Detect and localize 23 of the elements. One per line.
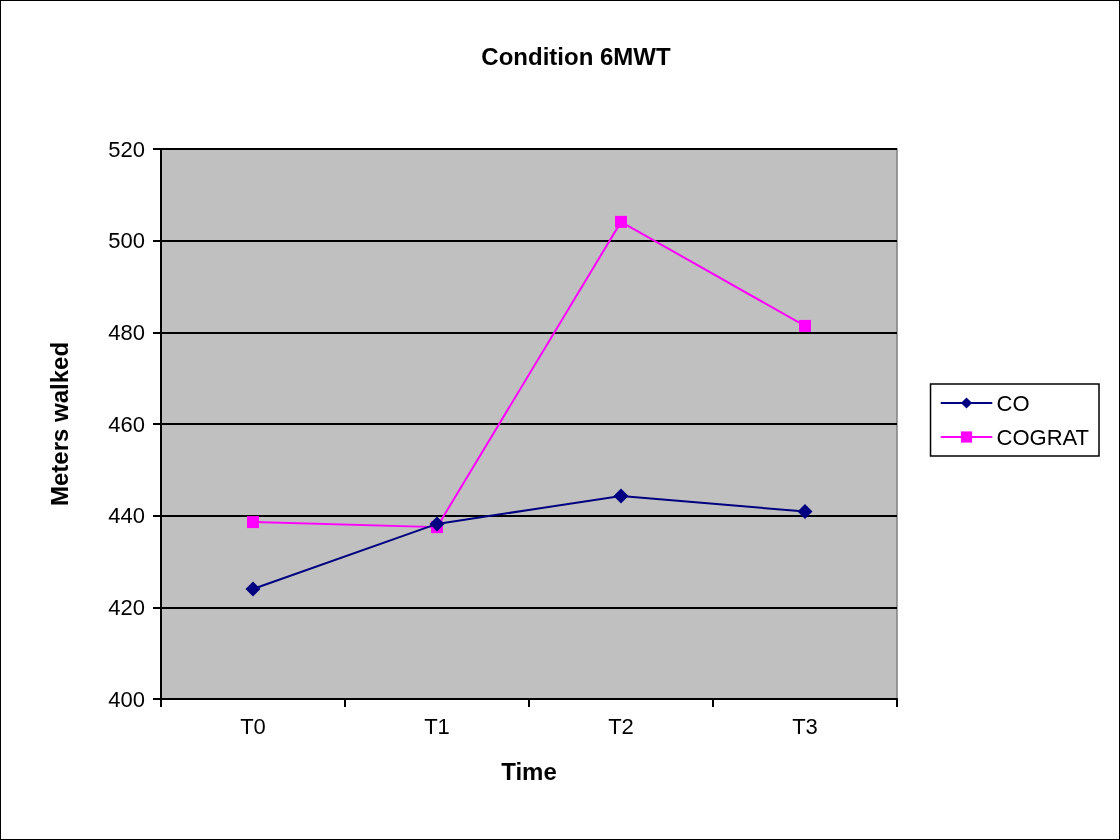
legend-label: COGRAT xyxy=(996,424,1089,450)
x-tick-label: T1 xyxy=(424,713,450,739)
y-tick-label: 480 xyxy=(108,319,145,345)
point xyxy=(613,488,629,504)
x-tick-label: T3 xyxy=(792,713,818,739)
point xyxy=(245,581,261,597)
y-tick-label: 500 xyxy=(108,228,145,254)
y-tick-label: 440 xyxy=(108,503,145,529)
x-tick-label: T2 xyxy=(608,713,634,739)
y-tick-label: 520 xyxy=(108,136,145,162)
y-tick-label: 460 xyxy=(108,411,145,437)
y-tick-label: 400 xyxy=(108,686,145,712)
legend-label: CO xyxy=(996,390,1030,416)
x-tick-label: T0 xyxy=(240,713,266,739)
point xyxy=(797,504,813,520)
chart-title: Condition 6MWT xyxy=(481,42,671,70)
y-axis-title: Meters walked xyxy=(45,341,73,507)
point xyxy=(247,516,259,529)
point xyxy=(799,319,811,332)
point xyxy=(429,516,445,532)
point xyxy=(615,215,627,228)
x-axis-title: Time xyxy=(501,757,557,785)
y-tick-label: 420 xyxy=(108,594,145,620)
